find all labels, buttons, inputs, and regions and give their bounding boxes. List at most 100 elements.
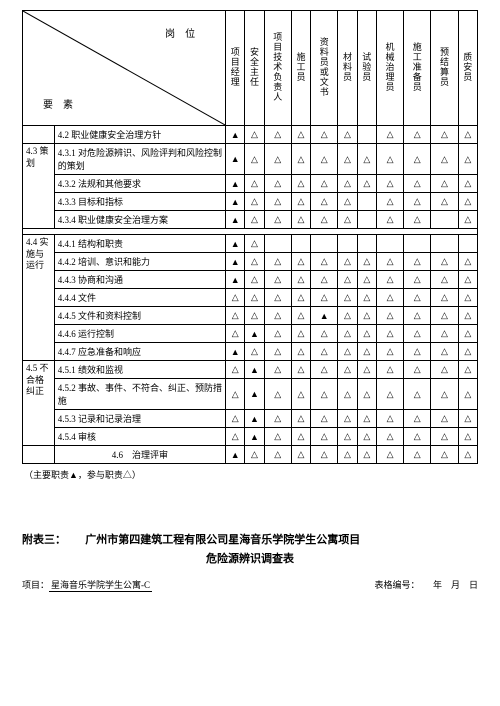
project-info-line: 项目：星海音乐学院学生公寓-C 表格编号： 年 月 日: [22, 578, 478, 592]
symbol-cell: △: [357, 307, 376, 325]
symbol-cell: △: [404, 271, 431, 289]
symbol-cell: △: [376, 410, 403, 428]
symbol-cell: △: [404, 193, 431, 211]
symbol-cell: △: [458, 343, 477, 361]
symbol-cell: △: [357, 175, 376, 193]
symbol-cell: △: [311, 175, 338, 193]
row-code: 4.5.2 事故、事件、不符合、纠正、预防措施: [54, 379, 225, 410]
symbol-cell: △: [404, 379, 431, 410]
table-row: 4.3 策 划4.3.1 对危险源辨识、风险评判和风险控制的策划▲△△△△△△△…: [23, 144, 478, 175]
symbol-cell: ▲: [226, 144, 245, 175]
symbol-cell: △: [404, 343, 431, 361]
symbol-cell: △: [264, 289, 291, 307]
symbol-cell: △: [431, 379, 458, 410]
symbol-cell: △: [264, 428, 291, 446]
symbol-cell: △: [376, 446, 403, 464]
symbol-cell: △: [458, 144, 477, 175]
symbol-cell: △: [431, 289, 458, 307]
symbol-cell: △: [404, 307, 431, 325]
symbol-cell: △: [431, 307, 458, 325]
symbol-cell: △: [291, 144, 310, 175]
symbol-cell: △: [226, 361, 245, 379]
symbol-cell: △: [458, 175, 477, 193]
symbol-cell: △: [291, 361, 310, 379]
symbol-cell: △: [338, 361, 357, 379]
row-code: 4.4.3 协商和沟通: [54, 271, 225, 289]
empty-group-cell: [23, 446, 55, 464]
symbol-cell: △: [357, 289, 376, 307]
col-header: 预结算员: [431, 11, 458, 126]
symbol-cell: △: [376, 144, 403, 175]
table-row: 4.5.2 事故、事件、不符合、纠正、预防措施△▲△△△△△△△△△: [23, 379, 478, 410]
col-header: 资料员或文书: [311, 11, 338, 126]
symbol-cell: [338, 235, 357, 253]
table-row: 4.4.3 协商和沟通▲△△△△△△△△△△: [23, 271, 478, 289]
symbol-cell: △: [357, 253, 376, 271]
symbol-cell: △: [311, 289, 338, 307]
symbol-cell: △: [458, 410, 477, 428]
symbol-cell: △: [404, 175, 431, 193]
symbol-cell: △: [264, 343, 291, 361]
symbol-cell: [357, 235, 376, 253]
symbol-cell: △: [291, 446, 310, 464]
symbol-cell: △: [431, 126, 458, 144]
symbol-cell: △: [245, 307, 264, 325]
symbol-cell: △: [338, 446, 357, 464]
table-row: 4.4.7 应急准备和响应▲△△△△△△△△△△: [23, 343, 478, 361]
symbol-cell: △: [245, 193, 264, 211]
symbol-cell: △: [376, 361, 403, 379]
table-row: 4.5 不合格纠正4.5.1 绩效和监视△▲△△△△△△△△△: [23, 361, 478, 379]
symbol-cell: △: [226, 428, 245, 446]
col-header: 试验员: [357, 11, 376, 126]
symbol-cell: △: [291, 428, 310, 446]
symbol-cell: ▲: [245, 410, 264, 428]
table-row: 4.3.3 目标和指标▲△△△△△△△△△: [23, 193, 478, 211]
col-header: 机械治理员: [376, 11, 403, 126]
symbol-cell: △: [311, 446, 338, 464]
symbol-cell: △: [458, 253, 477, 271]
symbol-cell: △: [245, 253, 264, 271]
symbol-cell: △: [338, 193, 357, 211]
table-row: 4.4.5 文件和资料控制△△△△▲△△△△△△: [23, 307, 478, 325]
symbol-cell: △: [245, 175, 264, 193]
symbol-cell: △: [226, 289, 245, 307]
symbol-cell: △: [431, 144, 458, 175]
symbol-cell: △: [291, 271, 310, 289]
symbol-cell: ▲: [226, 193, 245, 211]
group-label: 4.3 策 划: [23, 144, 55, 229]
symbol-cell: △: [376, 343, 403, 361]
symbol-cell: △: [338, 428, 357, 446]
col-header: 材料员: [338, 11, 357, 126]
symbol-cell: △: [311, 428, 338, 446]
appendix-title: 附表三： 广州市第四建筑工程有限公司星海音乐学院学生公寓项目: [22, 531, 478, 547]
table-row: 4.6 治理评审▲△△△△△△△△△△: [23, 446, 478, 464]
row-code: 4.3.1 对危险源辨识、风险评判和风险控制的策划: [54, 144, 225, 175]
row-code: 4.5.4 审核: [54, 428, 225, 446]
symbol-cell: △: [376, 289, 403, 307]
symbol-cell: △: [338, 307, 357, 325]
symbol-cell: △: [245, 289, 264, 307]
symbol-cell: △: [226, 379, 245, 410]
empty-group-cell: [23, 126, 55, 144]
appendix-subtitle: 危险源辨识调查表: [22, 550, 478, 566]
symbol-cell: △: [458, 446, 477, 464]
symbol-cell: △: [264, 175, 291, 193]
symbol-cell: △: [264, 307, 291, 325]
symbol-cell: △: [264, 361, 291, 379]
symbol-cell: △: [376, 126, 403, 144]
symbol-cell: △: [431, 410, 458, 428]
symbol-cell: [311, 235, 338, 253]
symbol-cell: △: [431, 253, 458, 271]
symbol-cell: ▲: [245, 361, 264, 379]
symbol-cell: △: [291, 253, 310, 271]
col-header: 安全主任: [245, 11, 264, 126]
row-code: 4.4.2 培训、意识和能力: [54, 253, 225, 271]
symbol-cell: △: [338, 289, 357, 307]
symbol-cell: ▲: [226, 175, 245, 193]
symbol-cell: △: [291, 193, 310, 211]
symbol-cell: △: [357, 446, 376, 464]
symbol-cell: △: [458, 379, 477, 410]
symbol-cell: △: [245, 446, 264, 464]
symbol-cell: △: [264, 379, 291, 410]
symbol-cell: △: [458, 289, 477, 307]
